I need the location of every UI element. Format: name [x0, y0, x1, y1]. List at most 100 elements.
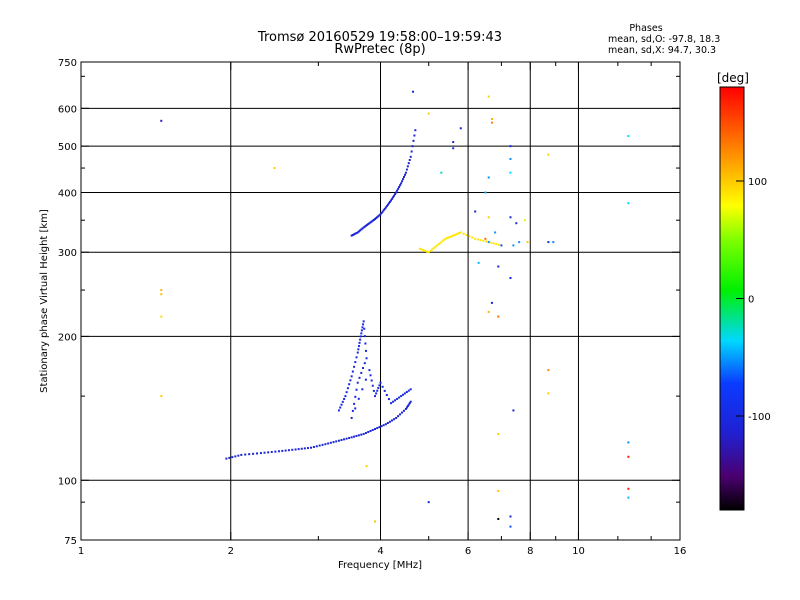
data-point [465, 233, 468, 236]
data-point [248, 453, 251, 456]
data-point [447, 236, 450, 239]
data-point [462, 232, 465, 235]
data-point [627, 455, 630, 458]
data-point [407, 162, 410, 165]
data-point [358, 376, 361, 379]
data-point [160, 119, 163, 122]
data-point [356, 381, 359, 384]
data-point [371, 384, 374, 387]
data-point [552, 241, 555, 244]
data-point [343, 397, 346, 400]
data-point [526, 241, 529, 244]
data-point [355, 434, 358, 437]
data-point [360, 371, 363, 374]
data-point [477, 261, 480, 264]
data-point [401, 180, 404, 183]
data-point [384, 423, 387, 426]
data-point [354, 407, 357, 410]
data-point [434, 245, 437, 248]
data-point [345, 437, 348, 440]
data-point [442, 239, 445, 242]
data-point [372, 218, 375, 221]
data-point [225, 457, 228, 460]
data-point [267, 451, 270, 454]
data-point [310, 446, 313, 449]
data-point [369, 374, 372, 377]
data-point [427, 251, 430, 254]
data-point [412, 139, 415, 142]
data-point [244, 453, 247, 456]
data-point [363, 362, 366, 365]
data-point [425, 250, 428, 253]
data-point [452, 141, 455, 144]
data-point [335, 440, 338, 443]
data-point [422, 249, 425, 252]
data-point [459, 231, 462, 234]
grid-lines [81, 62, 680, 540]
data-point [362, 432, 365, 435]
data-point [340, 403, 343, 406]
data-point [444, 237, 447, 240]
x-axis-label: Frequency [MHz] [338, 560, 422, 571]
data-point [512, 409, 515, 412]
data-point [495, 243, 498, 246]
data-point [364, 431, 367, 434]
data-point [337, 409, 340, 412]
data-point [303, 447, 306, 450]
data-point [402, 393, 405, 396]
data-point [523, 219, 526, 222]
data-point [427, 112, 430, 115]
data-point [369, 430, 372, 433]
data-point [355, 232, 358, 235]
data-point [332, 441, 335, 444]
data-point [343, 438, 346, 441]
y-tick-label: 75 [64, 536, 77, 547]
data-point [391, 197, 394, 200]
x-tick-label: 6 [465, 546, 471, 557]
data-point [306, 447, 309, 450]
data-point [418, 247, 421, 250]
data-point [512, 244, 515, 247]
data-point [363, 225, 366, 228]
x-tick-label: 1 [78, 546, 84, 557]
data-point [362, 226, 365, 229]
data-point [403, 175, 406, 178]
data-point [377, 387, 380, 390]
data-point [509, 158, 512, 161]
data-point [360, 332, 363, 335]
data-point [312, 445, 315, 448]
data-point [458, 232, 461, 235]
data-point [374, 395, 377, 398]
phase-info-title: Phases [629, 23, 662, 34]
data-point [456, 232, 459, 235]
data-point [396, 189, 399, 192]
data-point [484, 240, 487, 243]
data-point [392, 196, 395, 199]
data-point [383, 389, 386, 392]
data-point [401, 411, 404, 414]
data-point [487, 176, 490, 179]
data-point [160, 289, 163, 292]
data-point [358, 341, 361, 344]
data-point [357, 434, 360, 437]
chart-title: Tromsø 20160529 19:58:00–19:59:43 [257, 30, 502, 45]
data-point [518, 241, 521, 244]
data-point [468, 235, 471, 238]
data-point [363, 335, 366, 338]
data-point [356, 231, 359, 234]
data-point [318, 444, 321, 447]
data-point [403, 173, 406, 176]
data-point [378, 426, 381, 429]
data-point [424, 249, 427, 252]
data-point [515, 222, 518, 225]
data-point [547, 369, 550, 372]
data-point [370, 379, 373, 382]
data-point [324, 443, 327, 446]
data-point [374, 218, 377, 221]
data-point [409, 388, 412, 391]
data-point [379, 381, 382, 384]
data-point [360, 228, 363, 231]
data-point [439, 241, 442, 244]
data-point [351, 233, 354, 236]
